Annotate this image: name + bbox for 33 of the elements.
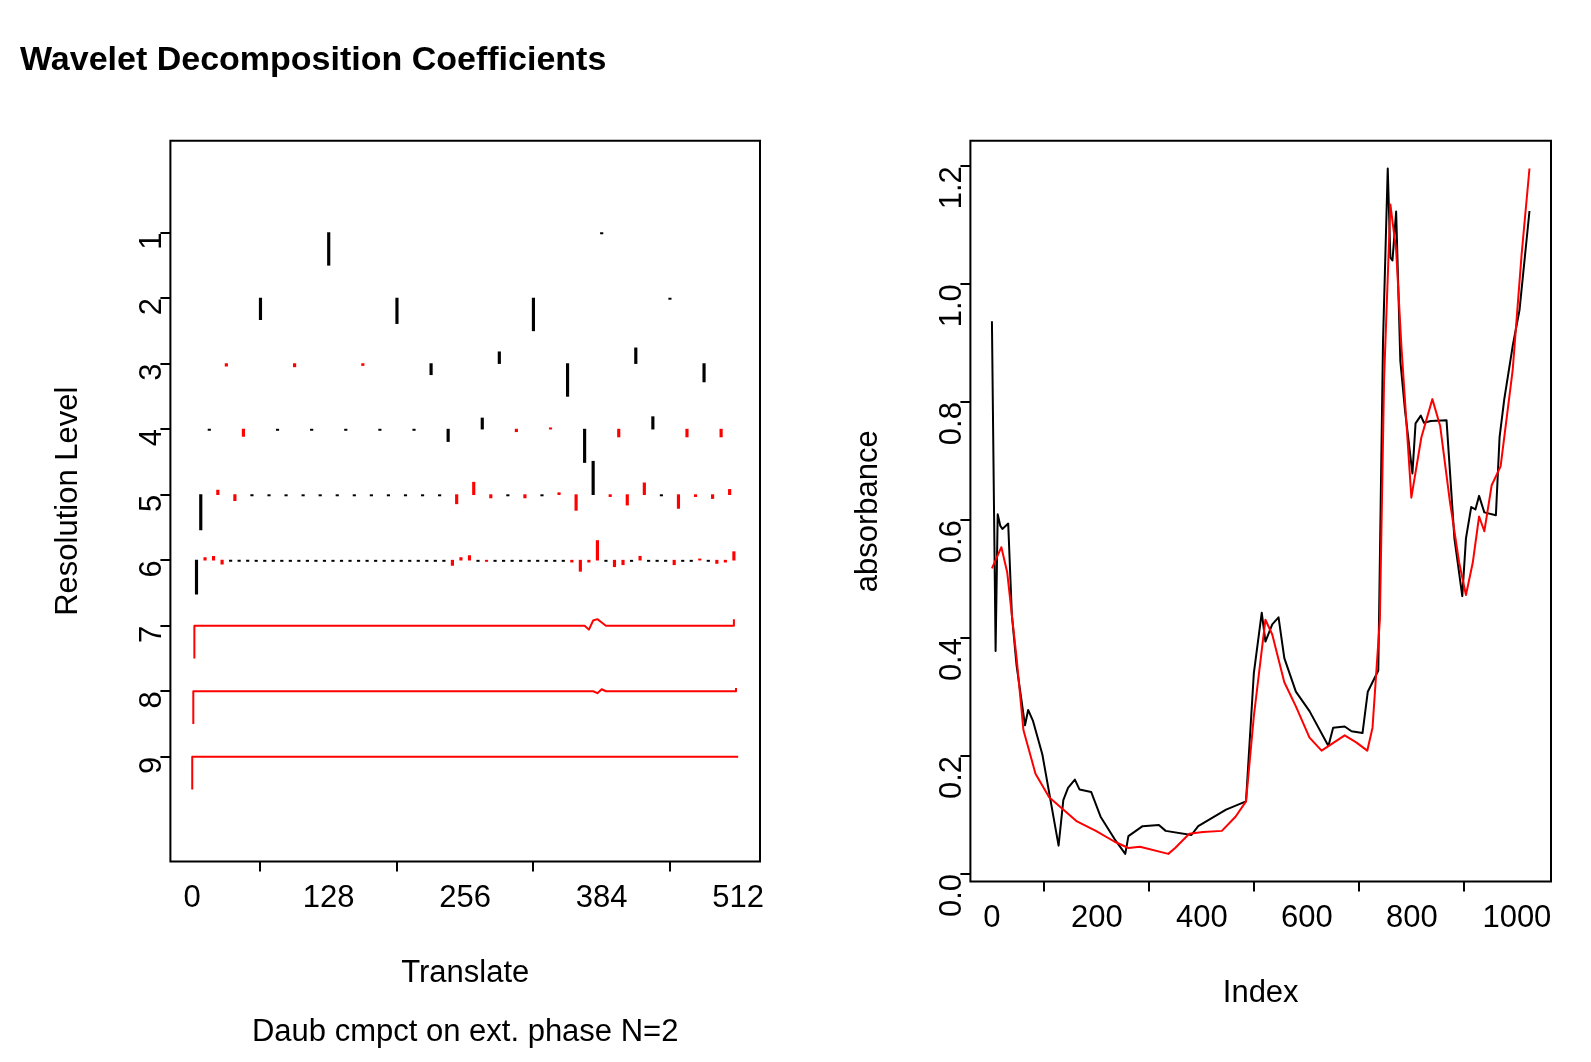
y-tick-label: 4 [132,429,168,447]
text: Daub cmpct on ext. phase N=2 [251,1013,679,1049]
x-tick-label: 200 [1071,898,1123,934]
x-tick-label: 128 [302,878,355,914]
y-tick-label: 2 [132,298,168,316]
x-tick-label: 384 [575,878,628,914]
y-tick-label: 1.2 [932,166,968,210]
y-tick-label: 3 [132,363,168,381]
x-tick-label: 800 [1386,898,1438,934]
x-tick-label: 0 [183,878,201,914]
x-tick-label: 1000 [1482,898,1552,934]
x-tick-label: 256 [439,878,492,914]
x-tick-label: 600 [1281,898,1333,934]
y-tick-label: 5 [132,494,168,512]
x-tick-label: 512 [712,878,765,914]
y-tick-label: 0.2 [932,755,968,800]
y-tick-label: 0.0 [932,873,968,918]
x-axis-title: Index [1222,973,1300,1009]
y-tick-label: 0.4 [932,638,968,682]
y-tick-label: 8 [132,691,168,709]
y-tick-label: 7 [132,625,168,643]
y-axis-title: Resolution Level [49,386,85,616]
x-axis-title: Translate [401,953,530,989]
y-tick-label: 0.6 [932,520,968,564]
chart-title: Wavelet Decomposition Coefficients [20,38,607,77]
y-tick-label: 6 [132,560,168,578]
y-tick-label: 9 [132,756,168,775]
x-tick-label: 0 [983,898,1001,934]
y-tick-label: 0.8 [932,402,968,446]
y-tick-label: 1 [132,232,168,250]
x-tick-label: 400 [1176,898,1228,934]
y-tick-label: 1.0 [932,284,968,328]
y-axis-title: absorbance [849,430,885,593]
